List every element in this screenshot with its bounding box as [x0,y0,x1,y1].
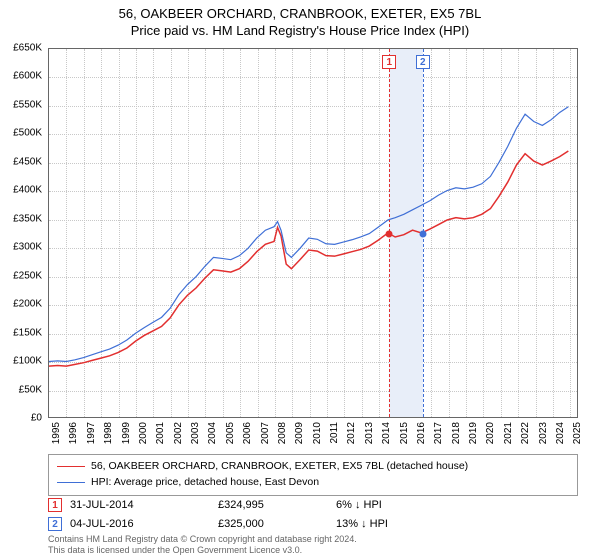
x-tick-label: 2019 [468,422,479,444]
x-tick-label: 2008 [277,422,288,444]
x-tick-label: 2010 [312,422,323,444]
sale-row: 1 31-JUL-2014 £324,995 6% ↓ HPI [48,496,578,515]
footer-attribution: Contains HM Land Registry data © Crown c… [48,534,357,556]
sale-badge: 1 [48,498,62,512]
y-tick-label: £450K [0,156,42,167]
sale-marker [419,231,426,238]
y-tick-label: £600K [0,71,42,82]
sale-badge: 2 [48,517,62,531]
sales-table: 1 31-JUL-2014 £324,995 6% ↓ HPI 2 04-JUL… [48,496,578,533]
plot-region: 12 [48,48,578,418]
x-tick-label: 1995 [51,422,62,444]
footer-line: This data is licensed under the Open Gov… [48,545,357,556]
series-line-price_paid [49,151,568,366]
legend: 56, OAKBEER ORCHARD, CRANBROOK, EXETER, … [48,454,578,496]
x-tick-label: 2007 [260,422,271,444]
legend-label: HPI: Average price, detached house, East… [91,475,319,491]
x-tick-label: 2023 [538,422,549,444]
x-tick-label: 2004 [207,422,218,444]
y-tick-label: £300K [0,242,42,253]
x-tick-label: 2016 [416,422,427,444]
x-tick-label: 2012 [346,422,357,444]
legend-item-hpi: HPI: Average price, detached house, East… [57,475,569,491]
y-tick-label: £0 [0,413,42,424]
y-tick-label: £100K [0,356,42,367]
sale-date: 31-JUL-2014 [70,496,210,515]
sale-delta: 13% ↓ HPI [336,515,578,534]
title-subtitle: Price paid vs. HM Land Registry's House … [0,23,600,40]
x-tick-label: 1999 [121,422,132,444]
x-tick-label: 2005 [225,422,236,444]
y-tick-label: £200K [0,299,42,310]
x-tick-label: 1996 [68,422,79,444]
x-tick-label: 2009 [294,422,305,444]
x-tick-label: 2022 [520,422,531,444]
y-tick-label: £250K [0,270,42,281]
series-line-hpi [49,107,568,362]
x-tick-label: 2002 [173,422,184,444]
x-tick-label: 2025 [572,422,583,444]
x-tick-label: 2013 [364,422,375,444]
legend-swatch [57,482,85,483]
x-tick-label: 2014 [381,422,392,444]
x-tick-label: 2003 [190,422,201,444]
y-tick-label: £550K [0,99,42,110]
legend-swatch [57,466,85,467]
legend-item-price-paid: 56, OAKBEER ORCHARD, CRANBROOK, EXETER, … [57,459,569,475]
x-tick-label: 1997 [86,422,97,444]
x-tick-label: 2020 [485,422,496,444]
sale-row: 2 04-JUL-2016 £325,000 13% ↓ HPI [48,515,578,534]
x-tick-label: 2001 [155,422,166,444]
sale-marker [386,231,393,238]
sale-price: £325,000 [218,515,328,534]
title-address: 56, OAKBEER ORCHARD, CRANBROOK, EXETER, … [0,6,600,23]
sale-date: 04-JUL-2016 [70,515,210,534]
y-tick-label: £400K [0,185,42,196]
x-tick-label: 2024 [555,422,566,444]
legend-label: 56, OAKBEER ORCHARD, CRANBROOK, EXETER, … [91,459,468,475]
x-tick-label: 2006 [242,422,253,444]
sale-delta: 6% ↓ HPI [336,496,578,515]
footer-line: Contains HM Land Registry data © Crown c… [48,534,357,545]
y-tick-label: £150K [0,327,42,338]
sale-price: £324,995 [218,496,328,515]
y-tick-label: £350K [0,213,42,224]
y-tick-label: £500K [0,128,42,139]
x-tick-label: 2021 [503,422,514,444]
x-tick-label: 1998 [103,422,114,444]
x-tick-label: 2015 [399,422,410,444]
x-tick-label: 2017 [433,422,444,444]
chart-title-block: 56, OAKBEER ORCHARD, CRANBROOK, EXETER, … [0,0,600,40]
x-tick-label: 2000 [138,422,149,444]
series-svg [49,49,577,417]
x-tick-label: 2018 [451,422,462,444]
x-tick-label: 2011 [329,422,340,444]
y-tick-label: £50K [0,384,42,395]
chart-area: 12 £0£50K£100K£150K£200K£250K£300K£350K£… [48,48,578,418]
y-tick-label: £650K [0,43,42,54]
